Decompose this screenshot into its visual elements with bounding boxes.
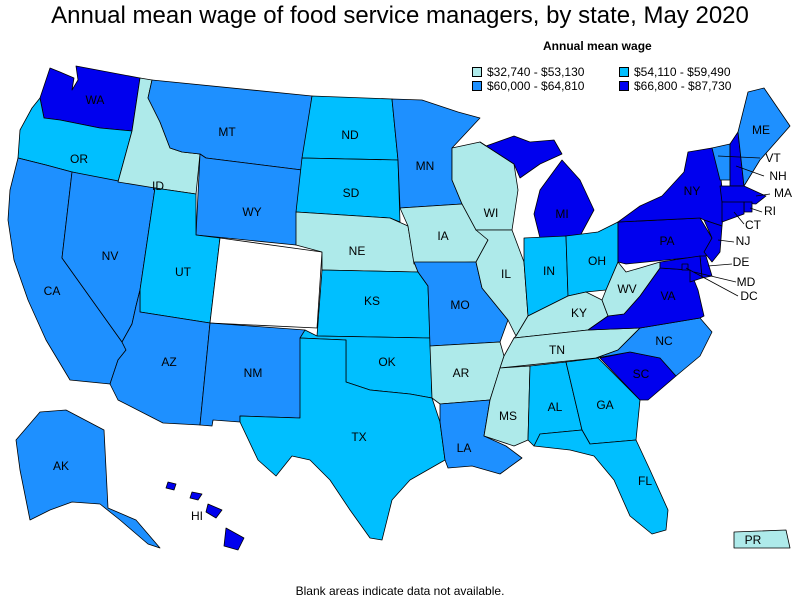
- state-IL[interactable]: [475, 229, 529, 337]
- leader-DC: [685, 267, 739, 297]
- label-AK: AK: [53, 459, 69, 473]
- label-NH: NH: [769, 169, 786, 183]
- label-TN: TN: [549, 343, 565, 357]
- label-OH: OH: [588, 254, 606, 268]
- legend-label-3: $60,000 - $64,810: [487, 79, 585, 93]
- label-MN: MN: [416, 159, 435, 173]
- label-NM: NM: [244, 366, 263, 380]
- label-DC: DC: [740, 289, 758, 303]
- label-CT: CT: [745, 218, 762, 232]
- state-CO[interactable]: [209, 237, 323, 329]
- legend-swatch-4: [619, 81, 629, 91]
- label-WI: WI: [484, 206, 499, 220]
- label-IA: IA: [437, 229, 448, 243]
- label-NJ: NJ: [736, 234, 751, 248]
- label-ID: ID: [152, 179, 164, 193]
- label-MO: MO: [450, 298, 469, 312]
- footnote: Blank areas indicate data not available.: [295, 584, 505, 598]
- label-MT: MT: [218, 125, 236, 139]
- label-WA: WA: [86, 93, 105, 107]
- state-HI-maui[interactable]: [205, 503, 223, 519]
- leader-MD: [693, 271, 737, 283]
- label-KS: KS: [364, 294, 380, 308]
- label-HI: HI: [191, 509, 203, 523]
- label-VA: VA: [660, 289, 675, 303]
- label-VT: VT: [765, 151, 781, 165]
- state-CT[interactable]: [721, 201, 745, 223]
- leader-RI: [749, 207, 763, 213]
- label-CA: CA: [44, 284, 61, 298]
- label-IL: IL: [501, 267, 511, 281]
- state-TX[interactable]: [239, 337, 446, 541]
- label-FL: FL: [638, 474, 652, 488]
- legend-label-1: $32,740 - $53,130: [487, 65, 585, 79]
- state-HI-oahu[interactable]: [189, 491, 203, 501]
- leader-NJ: [717, 239, 735, 243]
- legend-swatch-2: [619, 67, 629, 77]
- label-NC: NC: [655, 334, 673, 348]
- label-MI: MI: [555, 207, 568, 221]
- leader-DE: [707, 263, 733, 267]
- label-SD: SD: [343, 186, 360, 200]
- label-KY: KY: [571, 306, 587, 320]
- leader-VT: [717, 155, 761, 159]
- map-title: Annual mean wage of food service manager…: [51, 2, 749, 29]
- label-WY: WY: [242, 205, 261, 219]
- state-HI-kauai[interactable]: [165, 481, 177, 491]
- label-SC: SC: [633, 367, 650, 381]
- label-PA: PA: [659, 234, 674, 248]
- label-LA: LA: [457, 441, 472, 455]
- label-TX: TX: [351, 430, 366, 444]
- label-OK: OK: [378, 355, 395, 369]
- state-AK[interactable]: [15, 409, 161, 549]
- label-NV: NV: [102, 249, 119, 263]
- label-MS: MS: [499, 409, 517, 423]
- label-AL: AL: [548, 400, 563, 414]
- state-MI-lower[interactable]: [533, 159, 595, 239]
- state-WY[interactable]: [195, 153, 303, 246]
- legend-title: Annual mean wage: [543, 39, 652, 53]
- state-NJ[interactable]: [703, 219, 723, 263]
- label-DE: DE: [733, 255, 750, 269]
- legend-swatch-1: [472, 67, 482, 77]
- label-NE: NE: [349, 244, 366, 258]
- legend-swatch-3: [472, 81, 482, 91]
- state-RI[interactable]: [743, 201, 753, 213]
- state-NY[interactable]: [617, 147, 725, 227]
- state-DC[interactable]: [681, 263, 689, 271]
- label-NY: NY: [684, 184, 701, 198]
- leader-CT: [733, 211, 745, 225]
- state-MI[interactable]: [479, 135, 563, 179]
- label-IN: IN: [543, 264, 555, 278]
- label-ME: ME: [752, 123, 770, 137]
- leader-NH: [735, 165, 765, 177]
- state-FL[interactable]: [533, 429, 669, 535]
- label-RI: RI: [764, 204, 776, 218]
- state-HI[interactable]: [223, 527, 245, 551]
- state-NC[interactable]: [595, 317, 713, 377]
- label-AR: AR: [453, 366, 470, 380]
- leader-MA: [755, 193, 771, 197]
- state-MA[interactable]: [719, 185, 767, 205]
- label-PR: PR: [745, 533, 762, 547]
- label-OR: OR: [70, 152, 88, 166]
- label-MA: MA: [774, 186, 792, 200]
- label-MD: MD: [737, 275, 756, 289]
- label-GA: GA: [596, 398, 613, 412]
- state-MD[interactable]: [659, 255, 703, 283]
- label-AZ: AZ: [161, 355, 176, 369]
- label-WV: WV: [617, 282, 636, 296]
- legend-label-4: $66,800 - $87,730: [634, 79, 732, 93]
- label-ND: ND: [341, 128, 359, 142]
- label-UT: UT: [175, 265, 192, 279]
- state-PR[interactable]: [733, 529, 791, 549]
- legend-label-2: $54,110 - $59,490: [634, 65, 731, 79]
